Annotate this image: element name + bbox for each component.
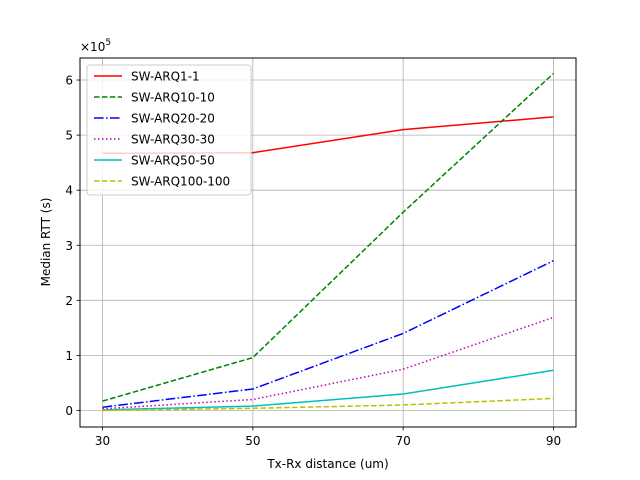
legend-label: SW-ARQ20-20: [131, 112, 215, 126]
legend-frame: [86, 64, 252, 196]
x-tick-label: 30: [95, 434, 110, 448]
x-tick-label: 90: [546, 434, 561, 448]
legend-label: SW-ARQ10-10: [131, 91, 215, 105]
axis-ticks: 30 50 70 90 0 1 2 3 4 5 6: [65, 74, 561, 448]
series-line-sw-arq20-20: [102, 260, 554, 408]
y-tick-label: 3: [65, 239, 73, 253]
y-tick-label: 1: [65, 349, 73, 363]
y-tick-label: 4: [65, 184, 73, 198]
y-multiplier-exponent: 5: [105, 38, 111, 48]
x-axis-label: Tx-Rx distance (um): [266, 457, 388, 471]
y-multiplier-base: ×10: [80, 40, 105, 54]
x-tick-label: 70: [396, 434, 411, 448]
legend-label: SW-ARQ1-1: [131, 70, 200, 84]
plot-frame: [79, 57, 577, 428]
series-line-sw-arq30-30: [102, 316, 554, 410]
series-line-sw-arq50-50: [102, 369, 554, 411]
series-line-sw-arq10-10: [102, 72, 555, 402]
legend-label: SW-ARQ50-50: [131, 154, 215, 168]
y-tick-label: 6: [65, 74, 73, 88]
x-tick-label: 50: [245, 434, 260, 448]
y-tick-label: 0: [65, 404, 73, 418]
legend: SW-ARQ1-1 SW-ARQ10-10 SW-ARQ20-20 SW-ARQ30-…: [86, 64, 252, 196]
y-tick-label: 2: [65, 294, 73, 308]
series-line-sw-arq100-100: [102, 397, 554, 412]
y-tick-label: 5: [65, 129, 73, 143]
y-multiplier: ×105: [80, 38, 111, 54]
legend-label: SW-ARQ100-100: [131, 175, 230, 189]
y-axis-label: Median RTT (s): [39, 198, 53, 287]
legend-label: SW-ARQ30-30: [131, 133, 215, 147]
